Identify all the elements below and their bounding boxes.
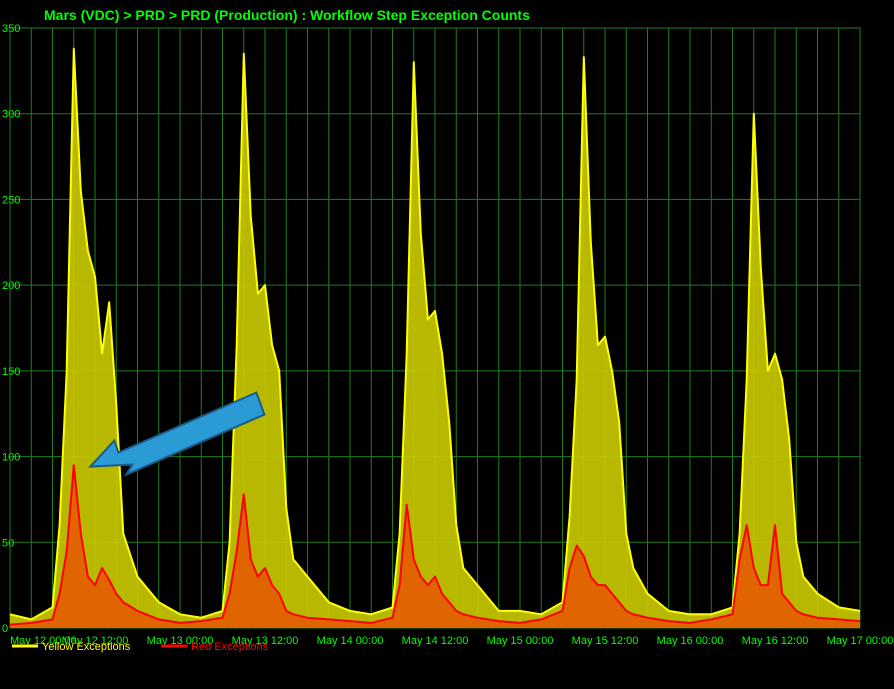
x-tick-label: May 14 12:00 <box>402 635 469 647</box>
x-tick-label: May 14 00:00 <box>317 635 384 647</box>
x-tick-label: May 16 00:00 <box>657 635 724 647</box>
y-tick-label: 100 <box>2 452 20 464</box>
series-area-red <box>10 465 860 628</box>
y-tick-label: 0 <box>2 623 8 635</box>
y-tick-label: 250 <box>2 194 20 206</box>
x-tick-label: May 12 12:00 <box>62 635 129 647</box>
x-tick-label: May 12 00:00 <box>10 635 77 647</box>
x-tick-label: May 17 00:00 <box>827 635 894 647</box>
legend-label: Yellow Exceptions <box>42 641 131 653</box>
y-tick-label: 300 <box>2 109 20 121</box>
series-area-yellow <box>10 48 860 629</box>
x-tick-label: May 13 12:00 <box>232 635 299 647</box>
legend-label: Red Exceptions <box>191 641 269 653</box>
series-line-red <box>9 464 861 626</box>
x-tick-label: May 15 12:00 <box>572 635 639 647</box>
y-tick-label: 200 <box>2 280 20 292</box>
y-tick-label: 350 <box>2 23 20 35</box>
annotation-arrow <box>87 391 266 477</box>
x-tick-label: May 15 00:00 <box>487 635 554 647</box>
chart-title: Mars (VDC) > PRD > PRD (Production) : Wo… <box>44 7 530 23</box>
legend: Yellow Exceptions Red Exceptions <box>12 641 269 653</box>
y-tick-label: 150 <box>2 366 20 378</box>
series-line-yellow <box>9 47 861 621</box>
x-tick-label: May 16 12:00 <box>742 635 809 647</box>
x-tick-label: May 13 00:00 <box>147 635 214 647</box>
y-tick-label: 50 <box>2 537 14 549</box>
